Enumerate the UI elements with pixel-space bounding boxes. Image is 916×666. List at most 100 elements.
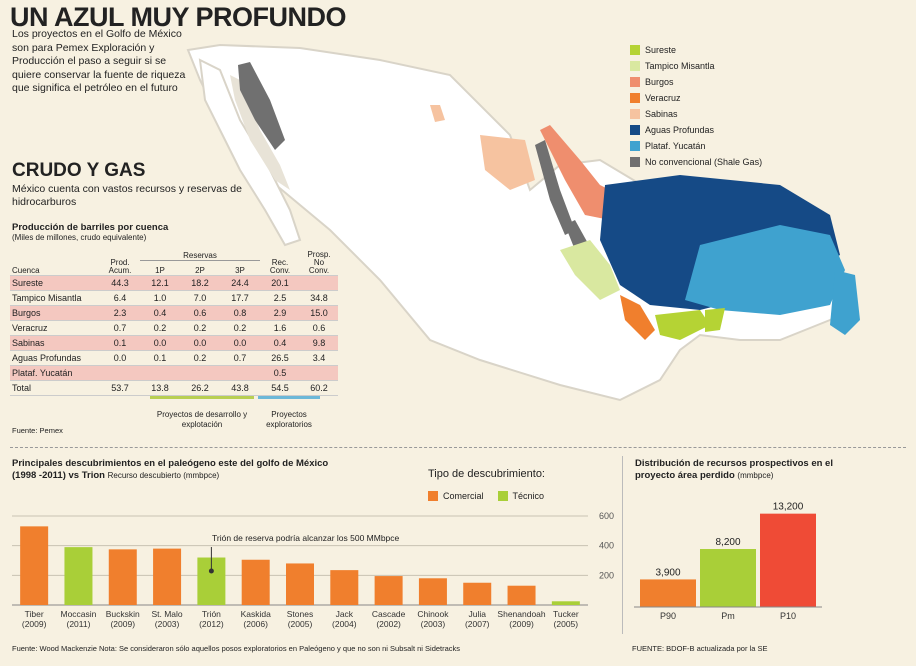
table-row: Sabinas 0.1 0.0 0.0 0.0 0.4 9.8 xyxy=(10,335,338,351)
legend-item: Aguas Profundas xyxy=(630,122,762,138)
map-yucatan-platform-area xyxy=(685,225,845,315)
cell-prosp xyxy=(300,365,338,381)
legend-label: Veracruz xyxy=(645,93,681,103)
bar xyxy=(241,559,270,605)
map-legend: Sureste Tampico Misantla Burgos Veracruz… xyxy=(630,42,762,170)
cell-1p: 0.4 xyxy=(140,305,180,321)
legend-swatch xyxy=(630,125,640,135)
cell-rec: 2.5 xyxy=(260,290,300,306)
legend-item: Tampico Misantla xyxy=(630,58,762,74)
bracket-exploration xyxy=(258,396,320,408)
map-sureste-area xyxy=(655,310,710,340)
table-row: Aguas Profundas 0.0 0.1 0.2 0.7 26.5 3.4 xyxy=(10,350,338,366)
cell-3p: 17.7 xyxy=(220,290,260,306)
bar xyxy=(700,549,756,607)
y-tick-label: 600 xyxy=(599,511,614,521)
x-tick-label: Tiber (2009) xyxy=(22,609,47,629)
cell-name: Total xyxy=(10,380,100,396)
cell-2p: 0.2 xyxy=(180,350,220,366)
x-tick-label: Trión (2012) xyxy=(199,609,224,629)
table-row: Sureste 44.3 12.1 18.2 24.4 20.1 xyxy=(10,275,338,291)
legend-label: Burgos xyxy=(645,77,674,87)
cell-prosp: 34.8 xyxy=(300,290,338,306)
cell-3p: 0.8 xyxy=(220,305,260,321)
legend-label: Plataf. Yucatán xyxy=(645,141,706,151)
x-tick-label: Stones (2005) xyxy=(287,609,313,629)
data-label: 13,200 xyxy=(773,502,804,513)
cell-name: Tampico Misantla xyxy=(10,290,100,306)
table-source: Fuente: Pemex xyxy=(12,426,63,435)
legend-swatch xyxy=(630,61,640,71)
y-tick-label: 200 xyxy=(599,570,614,580)
cell-2p: 7.0 xyxy=(180,290,220,306)
cell-name: Veracruz xyxy=(10,320,100,336)
bar xyxy=(463,582,492,605)
cell-prod: 0.1 xyxy=(100,335,140,351)
header-prosp: Prosp. No Conv. xyxy=(300,246,338,276)
legend-swatch xyxy=(630,157,640,167)
header-rec: Rec. Conv. xyxy=(260,246,300,276)
cell-prod: 2.3 xyxy=(100,305,140,321)
cell-rec: 0.5 xyxy=(260,365,300,381)
vertical-divider xyxy=(622,456,623,634)
data-label: 3,900 xyxy=(655,567,680,578)
table-row: Burgos 2.3 0.4 0.6 0.8 2.9 15.0 xyxy=(10,305,338,321)
legend-item: Veracruz xyxy=(630,90,762,106)
map-sabinas-area-2 xyxy=(430,105,445,122)
cell-2p: 0.2 xyxy=(180,320,220,336)
map-sabinas-area xyxy=(480,135,535,190)
bar xyxy=(640,579,696,607)
bar xyxy=(153,548,182,605)
cell-name: Plataf. Yucatán xyxy=(10,365,100,381)
data-label: 8,200 xyxy=(715,537,740,548)
chart2-unit: (mmbpce) xyxy=(737,471,774,480)
legend-item-tecnico: Técnico xyxy=(497,488,545,504)
bar xyxy=(286,563,314,605)
map-sureste-area-2 xyxy=(705,308,725,332)
x-tick-label: Jack (2004) xyxy=(332,609,357,629)
x-tick-label: Cascade (2002) xyxy=(372,609,406,629)
cell-3p xyxy=(220,365,260,381)
cell-name: Sabinas xyxy=(10,335,100,351)
legend-label: Aguas Profundas xyxy=(645,125,715,135)
map-gulf-of-california xyxy=(230,75,290,190)
legend-label: Comercial xyxy=(443,491,484,501)
legend-label: Técnico xyxy=(512,491,545,501)
table-row: Plataf. Yucatán 0.5 xyxy=(10,365,338,381)
x-tick-label: St. Malo (2003) xyxy=(151,609,182,629)
cell-name: Burgos xyxy=(10,305,100,321)
cell-1p: 0.2 xyxy=(140,320,180,336)
chart1-title: Principales descubrimientos en el paleóg… xyxy=(12,458,329,469)
cell-2p: 26.2 xyxy=(180,380,220,396)
legend-item: Plataf. Yucatán xyxy=(630,138,762,154)
legend-swatch xyxy=(630,93,640,103)
chart1-subtitle: (1998 -2011) vs Trion Recurso descubiert… xyxy=(12,470,220,481)
chart1-legend-title: Tipo de descubrimiento: xyxy=(428,468,545,480)
chart1-legend: Comercial Técnico xyxy=(428,488,544,504)
section-title: CRUDO Y GAS xyxy=(12,160,146,181)
cell-2p: 18.2 xyxy=(180,275,220,291)
header-prod: Prod. Acum. xyxy=(100,246,140,276)
x-tick-label: Pm xyxy=(721,611,735,621)
x-tick-label: Kaskida (2006) xyxy=(241,609,272,629)
cell-1p: 1.0 xyxy=(140,290,180,306)
header-2p: 2P xyxy=(180,260,220,276)
header-cuenca: Cuenca xyxy=(10,246,100,276)
cell-prod: 53.7 xyxy=(100,380,140,396)
cell-1p: 0.1 xyxy=(140,350,180,366)
cell-2p: 0.0 xyxy=(180,335,220,351)
cell-prod: 6.4 xyxy=(100,290,140,306)
legend-item-comercial: Comercial xyxy=(428,488,484,504)
chart2-plot: 3,900 P90 8,200 Pm 13,200 P10 xyxy=(634,502,822,621)
cell-prod: 44.3 xyxy=(100,275,140,291)
bar xyxy=(418,578,447,605)
cell-rec: 0.4 xyxy=(260,335,300,351)
map-tampico-area xyxy=(560,240,620,300)
legend-swatch xyxy=(630,45,640,55)
cell-rec: 54.5 xyxy=(260,380,300,396)
cell-3p: 0.2 xyxy=(220,320,260,336)
table-row: Tampico Misantla 6.4 1.0 7.0 17.7 2.5 34… xyxy=(10,290,338,306)
legend-label: Tampico Misantla xyxy=(645,61,715,71)
table-header-row: 1P 2P 3P xyxy=(10,260,338,276)
section-intro: México cuenta con vastos recursos y rese… xyxy=(12,183,242,208)
